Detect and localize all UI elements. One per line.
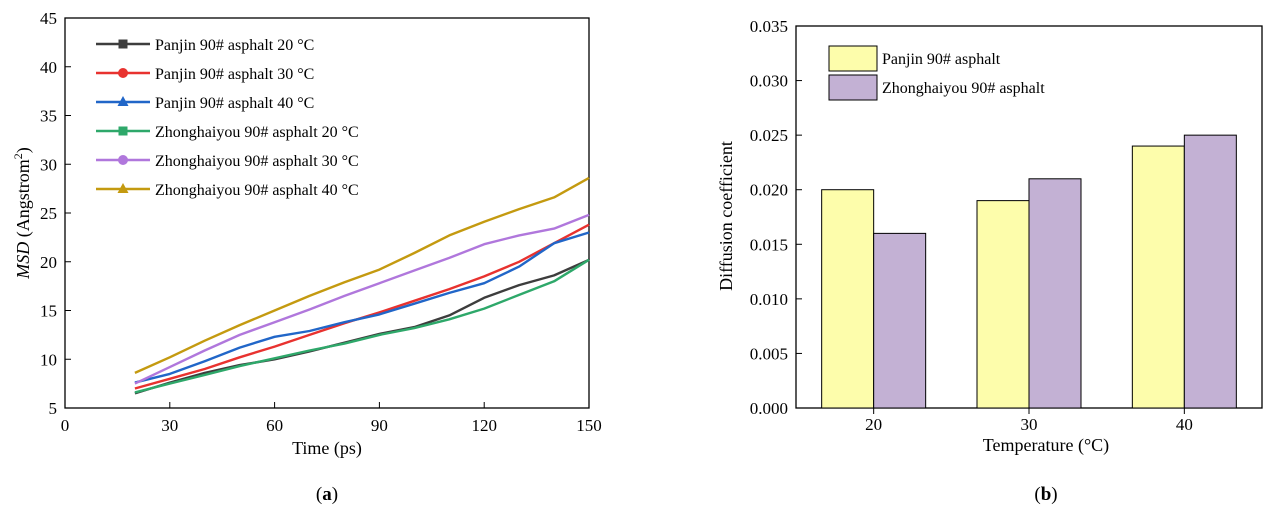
- msd-y-tick-label: 40: [40, 58, 57, 77]
- diffusion-legend-swatch-panjin-90-asphalt: [828, 45, 878, 72]
- msd-legend-label-panjin-90-asphalt-40-c: Panjin 90# asphalt 40 °C: [155, 95, 314, 112]
- panel-a-close: ): [332, 484, 338, 505]
- panel-a-letter: a: [322, 484, 332, 505]
- diffusion-y-tick-label: 0.025: [750, 126, 788, 145]
- msd-legend-marker-zhonghaiyou-90-asphalt-30-c: [118, 155, 128, 165]
- msd-legend-marker-panjin-90-asphalt-30-c: [118, 68, 128, 78]
- msd-legend-marker-zhonghaiyou-90-asphalt-40-c: [117, 183, 129, 193]
- msd-y-tick-label: 30: [40, 155, 57, 174]
- msd-y-axis: 5 10 15 20 25 30 35 40 45: [40, 9, 71, 418]
- diffusion-y-tick-label: 0.000: [750, 399, 788, 418]
- panel-b-label: (b): [1034, 484, 1057, 505]
- diffusion-legend-label-zhonghaiyou-90-asphalt: Zhonghaiyou 90# asphalt: [882, 80, 1045, 97]
- msd-legend-label-panjin-90-asphalt-20-c: Panjin 90# asphalt 20 °C: [155, 37, 314, 54]
- panel-b-close: ): [1051, 484, 1057, 505]
- msd-x-tick-label: 0: [61, 416, 70, 435]
- msd-legend-label-zhonghaiyou-90-asphalt-20-c: Zhonghaiyou 90# asphalt 20 °C: [155, 124, 359, 141]
- msd-y-tick-label: 15: [40, 302, 57, 321]
- msd-series-line-zhonghaiyou-90-asphalt-40-c: [134, 176, 590, 374]
- msd-y-tick-label: 35: [40, 107, 57, 126]
- msd-x-tick-label: 120: [471, 416, 497, 435]
- msd-x-tick-label: 30: [161, 416, 178, 435]
- panel-b-letter: b: [1041, 484, 1052, 505]
- msd-y-tick-label: 10: [40, 350, 57, 369]
- diffusion-y-axis-title: Diffusion coefficient: [716, 141, 736, 291]
- msd-series-line-panjin-90-asphalt-20-c: [134, 258, 590, 395]
- diffusion-y-axis: 0.000 0.005 0.010 0.015 0.020 0.025 0.030 0.035: [750, 17, 802, 418]
- msd-series-line-panjin-90-asphalt-30-c: [134, 223, 590, 390]
- diffusion-legend: Panjin 90# asphalt Zhonghaiyou 90# asphal…: [828, 45, 1045, 101]
- diffusion-x-tick-label: 30: [1021, 415, 1038, 434]
- diffusion-x-tick-label: 20: [865, 415, 882, 434]
- diffusion-bar-zhonghaiyou-90-asphalt-40: [1183, 134, 1237, 409]
- diffusion-bar-zhonghaiyou-90-asphalt-20: [873, 232, 927, 409]
- diffusion-bar-zhonghaiyou-90-asphalt-30: [1028, 178, 1082, 409]
- diffusion-y-tick-label: 0.010: [750, 290, 788, 309]
- msd-series-line-zhonghaiyou-90-asphalt-20-c: [134, 258, 590, 394]
- msd-x-tick-label: 60: [266, 416, 283, 435]
- msd-y-title-close: ): [13, 147, 34, 153]
- msd-line-chart: 5 10 15 20 25 30 35 40 45 0 30 60 90 120 150 Panjin 9…: [11, 9, 602, 505]
- msd-legend-marker-panjin-90-asphalt-40-c: [117, 96, 129, 106]
- diffusion-y-tick-label: 0.030: [750, 72, 788, 91]
- diffusion-bar-chart: 0.000 0.005 0.010 0.015 0.020 0.025 0.030 0.035…: [716, 17, 1263, 505]
- msd-y-tick-label: 25: [40, 204, 57, 223]
- panel-b-open: (: [1034, 484, 1040, 505]
- msd-legend-label-panjin-90-asphalt-30-c: Panjin 90# asphalt 30 °C: [155, 66, 314, 83]
- panel-a-open: (: [316, 484, 322, 505]
- msd-x-tick-label: 90: [371, 416, 388, 435]
- diffusion-bar-panjin-90-asphalt-20: [821, 189, 875, 409]
- diffusion-legend-label-panjin-90-asphalt: Panjin 90# asphalt: [882, 51, 1001, 68]
- diffusion-x-tick-label: 40: [1176, 415, 1193, 434]
- msd-legend: Panjin 90# asphalt 20 °C Panjin 90# aspha…: [96, 37, 359, 199]
- diffusion-x-axis: 20 30 40: [865, 408, 1193, 434]
- diffusion-bar-panjin-90-asphalt-30: [976, 200, 1030, 409]
- diffusion-bars-group: [821, 134, 1237, 409]
- msd-x-axis-title: Time (ps): [292, 438, 362, 459]
- msd-y-tick-label: 45: [40, 9, 57, 28]
- msd-series-line-zhonghaiyou-90-asphalt-30-c: [134, 213, 590, 385]
- msd-y-title-unit: (Angstrom: [13, 159, 34, 242]
- diffusion-x-axis-title: Temperature (°C): [983, 435, 1109, 456]
- msd-legend-label-zhonghaiyou-90-asphalt-40-c: Zhonghaiyou 90# asphalt 40 °C: [155, 182, 359, 199]
- panel-a-label: (a): [316, 484, 338, 505]
- msd-legend-marker-zhonghaiyou-90-asphalt-20-c: [118, 126, 128, 136]
- msd-series-line-panjin-90-asphalt-40-c: [134, 231, 590, 384]
- diffusion-y-tick-label: 0.020: [750, 181, 788, 200]
- diffusion-y-tick-label: 0.035: [750, 17, 788, 36]
- msd-x-axis: 0 30 60 90 120 150: [61, 402, 602, 435]
- msd-x-tick-label: 150: [576, 416, 602, 435]
- msd-series-group: [134, 176, 590, 395]
- msd-y-title-italic: MSD: [13, 242, 33, 280]
- diffusion-y-tick-label: 0.015: [750, 235, 788, 254]
- msd-legend-label-zhonghaiyou-90-asphalt-30-c: Zhonghaiyou 90# asphalt 30 °C: [155, 153, 359, 170]
- diffusion-y-tick-label: 0.005: [750, 344, 788, 363]
- msd-y-tick-label: 5: [49, 399, 58, 418]
- msd-y-axis-title: MSD (Angstrom2): [11, 147, 34, 280]
- msd-legend-marker-panjin-90-asphalt-20-c: [118, 39, 128, 49]
- diffusion-bar-panjin-90-asphalt-40: [1131, 145, 1185, 409]
- diffusion-legend-swatch-zhonghaiyou-90-asphalt: [828, 74, 878, 101]
- msd-y-title-superscript: 2: [11, 153, 25, 159]
- msd-y-tick-label: 20: [40, 253, 57, 272]
